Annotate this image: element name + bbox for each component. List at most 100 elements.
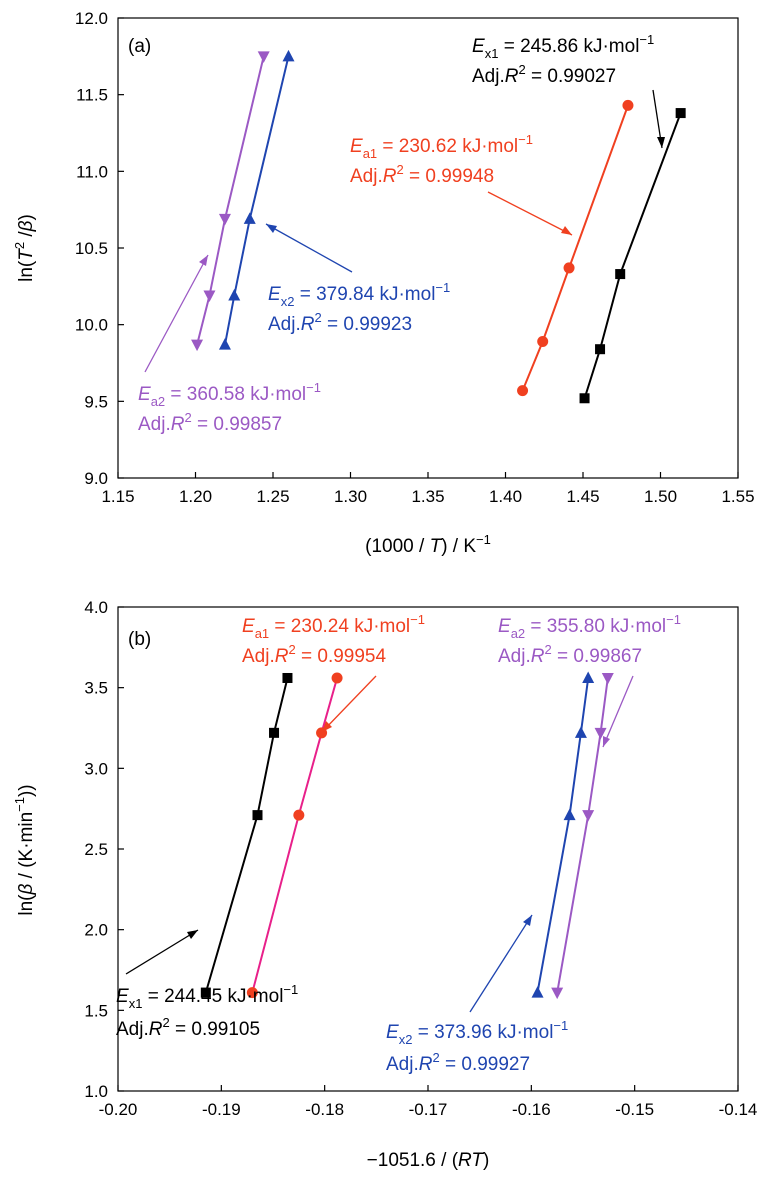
arrowhead — [561, 226, 572, 235]
panel-b-series-ex2-line — [536, 677, 590, 993]
panel-a-y-tick-label: 11.0 — [76, 162, 108, 181]
panel-a-series-ea1-line — [521, 105, 629, 391]
panel-b-ticks: -0.20 -0.19 -0.18 -0.17 -0.16 -0.15 -0.14 1.0 1.… — [84, 598, 757, 1119]
panel-a-series-ea1-point — [563, 262, 575, 274]
panel-b-x-tick-label: -0.20 — [99, 1100, 138, 1119]
panel-a-annotation-ea2: Ea2 = 360.58 kJ·mol−1 Adj.R2 = 0.99857 — [138, 254, 321, 435]
panel-a-annotation-ea1: Ea1 = 230.62 kJ·mol−1 Adj.R2 = 0.99948 — [350, 132, 573, 236]
panel-b-y-tick-label: 1.5 — [84, 1001, 108, 1020]
panel-a-series-ex1-point — [615, 269, 626, 280]
panel-a-y-tick-label: 12.0 — [75, 9, 108, 28]
annotation-energy: Ea1 = 230.62 kJ·mol−1 — [350, 132, 533, 161]
panel-b-y-tick-label: 2.0 — [84, 921, 108, 940]
panel-a-label: (a) — [128, 36, 151, 57]
panel-a-series-ex2-point — [228, 289, 241, 301]
annotation-arrow — [125, 929, 199, 975]
panel-b-series-ea1-point — [246, 987, 258, 999]
panel-a-series-ea1-point — [622, 99, 634, 111]
panel-a-x-tick-label: 1.25 — [256, 487, 289, 506]
panel-b-y-tick-label: 3.0 — [84, 759, 108, 778]
panel-a-x-tick-label: 1.45 — [566, 487, 599, 506]
panel-a-chart: 1.15 1.20 1.25 1.30 1.35 1.40 1.45 1.50 1.55 9.0 9… — [12, 9, 755, 557]
panel-a-series-ea1-point — [537, 336, 549, 348]
panel-b-label: (b) — [128, 629, 151, 650]
panel-b-series — [200, 671, 614, 1000]
panel-b-annotation-ex1: Ex1 = 244.45 kJ·mol−1 Adj.R2 = 0.99105 — [116, 929, 298, 1040]
panel-b-x-tick-label: -0.15 — [615, 1100, 654, 1119]
arrowhead — [187, 930, 198, 939]
panel-b-series-ea2-point — [551, 987, 564, 1000]
panel-b-series-ea2-point — [594, 727, 607, 740]
annotation-arrow — [144, 254, 209, 373]
annotation-energy: Ea2 = 360.58 kJ·mol−1 — [138, 380, 321, 409]
annotation-r2: Adj.R2 = 0.99927 — [386, 1050, 530, 1075]
panel-b-y-tick-label: 1.0 — [84, 1082, 108, 1101]
panel-b-x-tick-label: -0.18 — [305, 1100, 344, 1119]
panel-b-annotation-ea2: Ea2 = 355.80 kJ·mol−1 Adj.R2 = 0.99867 — [498, 612, 681, 748]
annotation-r2: Adj.R2 = 0.99867 — [498, 642, 642, 667]
panel-a-series-ea2-point — [203, 290, 216, 303]
panel-a-series — [191, 49, 686, 404]
annotation-r2: Adj.R2 = 0.99105 — [116, 1015, 260, 1040]
annotation-arrow — [602, 675, 634, 748]
annotation-r2: Adj.R2 = 0.99948 — [350, 162, 494, 187]
panel-b-series-ea1-point — [293, 809, 305, 821]
panel-a-y-tick-label: 9.0 — [84, 469, 108, 488]
annotation-energy: Ex2 = 379.84 kJ·mol−1 — [268, 280, 450, 309]
panel-a-y-tick-label: 10.5 — [75, 239, 108, 258]
annotation-arrow — [321, 675, 377, 733]
panel-b-y-tick-label: 3.5 — [84, 679, 108, 698]
panel-a-series-ex2-point — [282, 49, 295, 62]
arrowhead — [657, 137, 665, 148]
panel-b-x-tick-label: -0.17 — [409, 1100, 448, 1119]
panel-a-annotation-ex1: Ex1 = 245.86 kJ·mol−1 Adj.R2 = 0.99027 — [472, 32, 665, 149]
panel-b-series-ea1-point — [331, 672, 343, 684]
annotation-energy: Ex1 = 244.45 kJ·mol−1 — [116, 982, 298, 1011]
arrowhead — [266, 224, 277, 233]
annotation-r2: Adj.R2 = 0.99027 — [472, 62, 616, 87]
panel-b-series-ea2-line — [556, 677, 609, 993]
panel-a-x-axis-label: (1000 / T) / K−1 — [365, 532, 491, 557]
panel-b-y-tick-label: 4.0 — [84, 598, 108, 617]
panel-a-series-ex1-point — [675, 108, 686, 119]
panel-a-annotation-ex2: Ex2 = 379.84 kJ·mol−1 Adj.R2 = 0.99923 — [265, 223, 450, 335]
panel-b-annotation-ex2: Ex2 = 373.96 kJ·mol−1 Adj.R2 = 0.99927 — [386, 914, 568, 1075]
panel-a-y-axis-label: ln(T2 /β) — [12, 214, 37, 282]
panel-a-series-ex2-line — [224, 56, 290, 345]
panel-b-series-ex2-point — [574, 726, 587, 738]
panel-b-series-ex2-point — [563, 808, 576, 821]
annotation-arrow — [265, 223, 353, 273]
panel-a-series-ex1-line — [583, 112, 682, 399]
annotation-arrow — [469, 914, 533, 1013]
panel-b-x-axis-label: −1051.6 / (RT) — [367, 1150, 490, 1171]
panel-a-x-tick-label: 1.40 — [489, 487, 522, 506]
annotation-r2: Adj.R2 = 0.99923 — [268, 310, 412, 335]
panel-a-plot-frame — [117, 17, 739, 479]
panel-a-ticks: 1.15 1.20 1.25 1.30 1.35 1.40 1.45 1.50 1.55 9.0 9… — [75, 9, 755, 506]
panel-b-series-ex2-point — [582, 671, 595, 683]
panel-a-y-tick-label: 10.0 — [75, 316, 108, 335]
annotation-r2: Adj.R2 = 0.99954 — [242, 642, 386, 667]
panel-a-series-ea2-point — [257, 51, 270, 63]
panel-b-series-ex1-line — [204, 677, 289, 993]
panel-a-series-ea2-line — [196, 56, 265, 345]
panel-b-series-ex1-point — [252, 810, 263, 821]
arrowhead — [603, 736, 610, 747]
panel-a-series-ex2-point — [243, 212, 256, 224]
panel-b-series-ex1-point — [282, 672, 293, 683]
panel-a-x-tick-label: 1.55 — [721, 487, 754, 506]
panel-a-series-ex1-point — [595, 344, 606, 355]
panel-a-series-ea2-point — [218, 213, 231, 226]
panel-a-x-tick-label: 1.50 — [644, 487, 677, 506]
panel-b-chart: -0.20 -0.19 -0.18 -0.17 -0.16 -0.15 -0.14 1.0 1.… — [12, 598, 757, 1171]
annotation-r2: Adj.R2 = 0.99857 — [138, 410, 282, 435]
panel-b-series-ea2-point — [601, 672, 614, 685]
annotation-energy: Ex1 = 245.86 kJ·mol−1 — [472, 32, 654, 61]
annotation-energy: Ea1 = 230.24 kJ·mol−1 — [242, 612, 425, 641]
panel-a-y-tick-label: 11.5 — [76, 86, 108, 105]
annotation-energy: Ex2 = 373.96 kJ·mol−1 — [386, 1018, 568, 1047]
panel-a-x-tick-label: 1.35 — [411, 487, 444, 506]
arrowhead — [523, 915, 532, 926]
arrowhead — [322, 721, 332, 732]
